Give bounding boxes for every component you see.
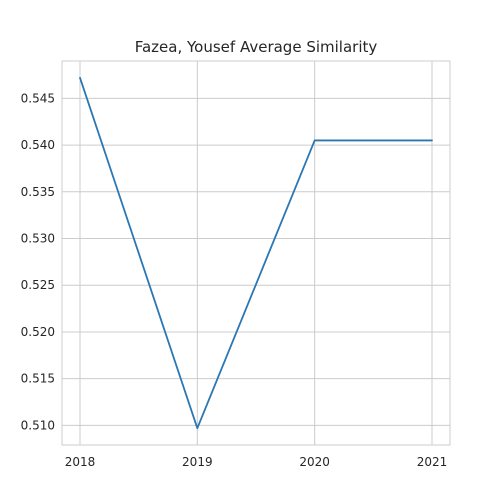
series-line bbox=[79, 76, 433, 430]
y-tick-label: 0.515 bbox=[21, 372, 55, 386]
x-tick-label: 2021 bbox=[417, 455, 448, 469]
y-tick-label: 0.545 bbox=[21, 91, 55, 105]
series-layer bbox=[79, 76, 433, 430]
x-tick-label: 2020 bbox=[299, 455, 330, 469]
y-tick-label: 0.510 bbox=[21, 418, 55, 432]
y-tick-label: 0.540 bbox=[21, 138, 55, 152]
plot-frame bbox=[61, 60, 451, 446]
y-axis-ticks: 0.510 0.515 0.520 0.525 0.530 0.535 0.540 0.545 bbox=[21, 91, 55, 432]
x-axis-ticks: 2018 2019 2020 2021 bbox=[65, 455, 448, 469]
x-tick-label: 2018 bbox=[65, 455, 96, 469]
x-tick-label: 2019 bbox=[182, 455, 213, 469]
y-tick-label: 0.535 bbox=[21, 185, 55, 199]
grid-layer bbox=[62, 61, 450, 445]
y-tick-label: 0.525 bbox=[21, 278, 55, 292]
y-tick-label: 0.530 bbox=[21, 232, 55, 246]
y-tick-label: 0.520 bbox=[21, 325, 55, 339]
chart-title: Fazea, Yousef Average Similarity bbox=[135, 38, 378, 56]
